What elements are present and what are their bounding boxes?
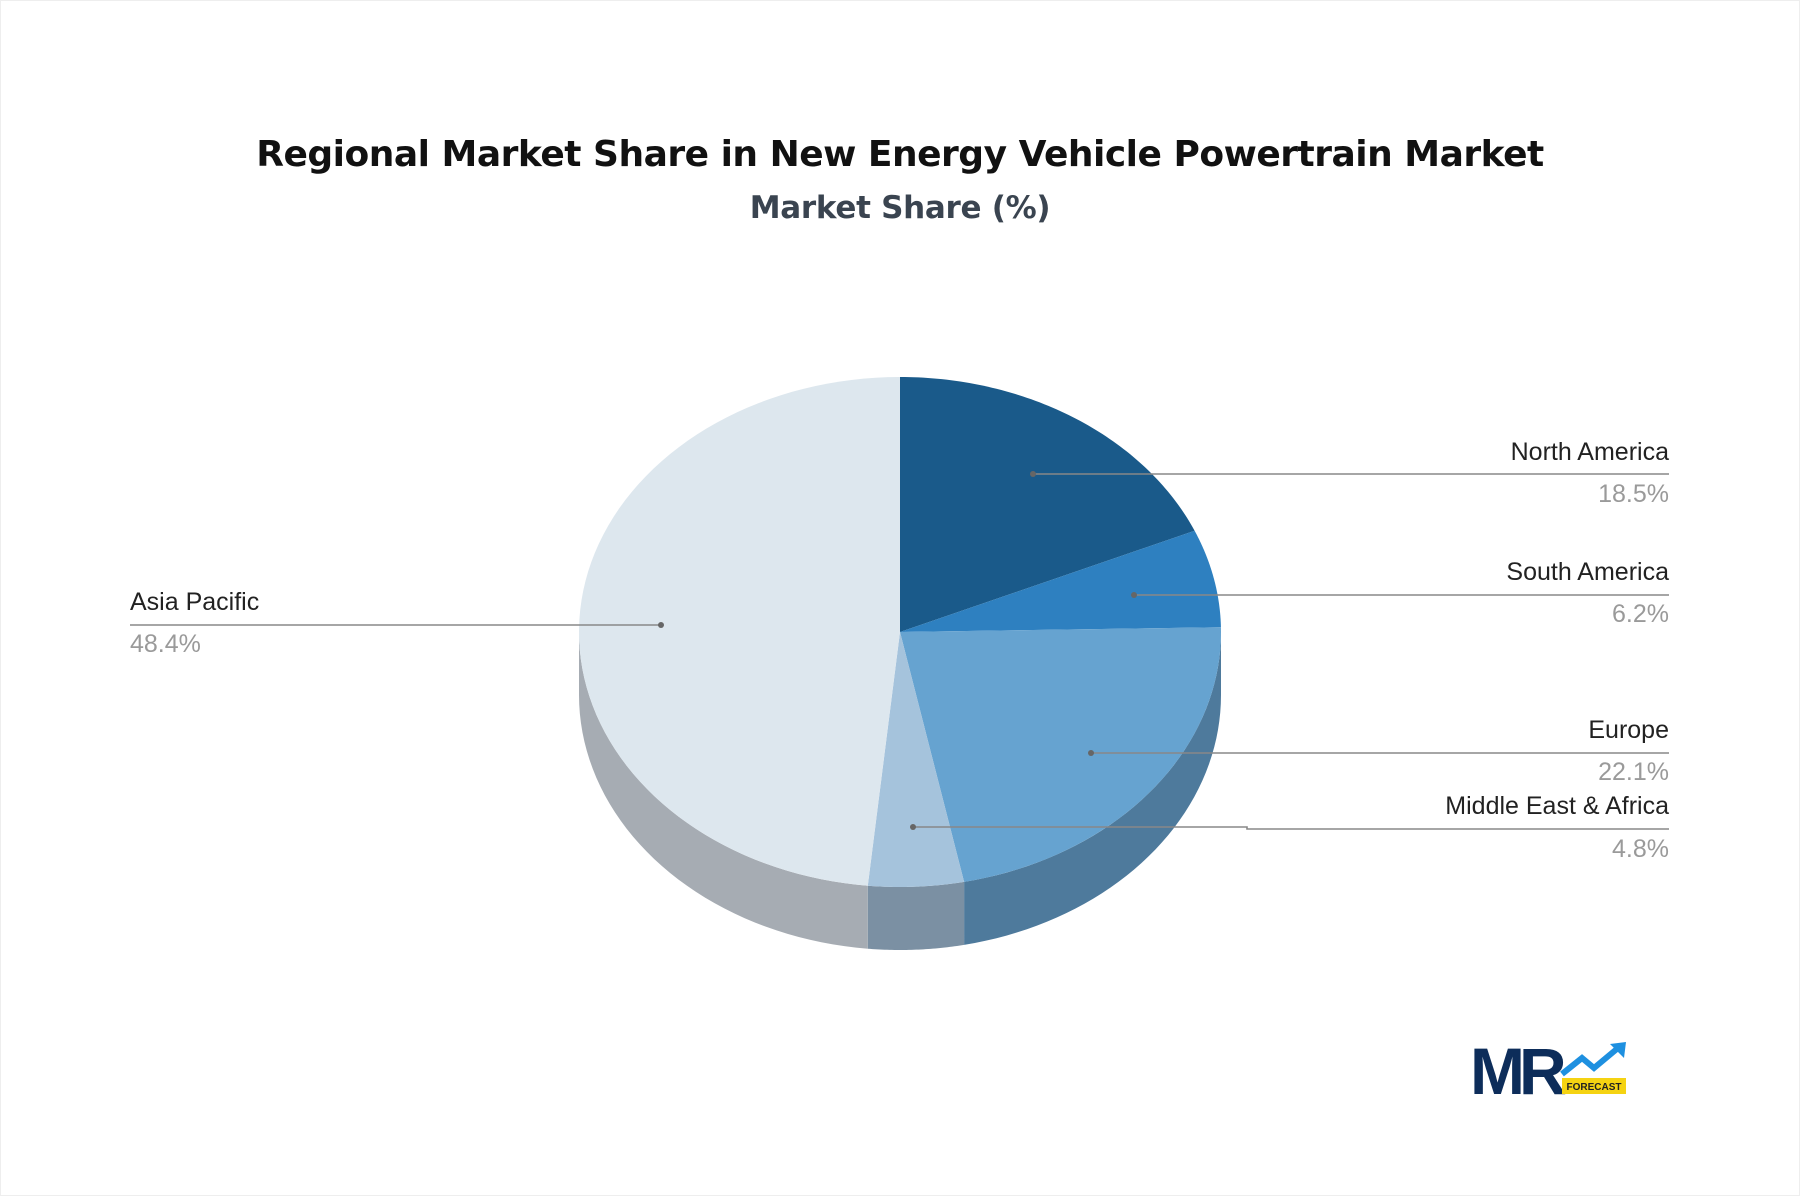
- leader-dot-4: [658, 622, 664, 628]
- leader-dot-3: [910, 824, 916, 830]
- pie-side-4: [579, 632, 868, 949]
- chart-title: Regional Market Share in New Energy Vehi…: [256, 134, 1544, 175]
- pie-slice-south-america[interactable]: [900, 530, 1221, 632]
- value-asia-pacific: 48.4%: [130, 630, 201, 658]
- svg-text:MR: MR: [1470, 1040, 1566, 1100]
- value-middle-east-africa: 4.8%: [1612, 835, 1669, 863]
- leader-dot-2: [1088, 750, 1094, 756]
- leader-dot-0: [1030, 471, 1036, 477]
- pie-slice-europe[interactable]: [900, 627, 1221, 882]
- logo-graphic: MR FORECAST: [1470, 1040, 1626, 1100]
- chart-subtitle: Market Share (%): [749, 190, 1051, 226]
- label-middle-east-africa: Middle East & Africa: [1445, 792, 1669, 820]
- value-north-america: 18.5%: [1598, 480, 1669, 508]
- label-asia-pacific: Asia Pacific: [130, 588, 260, 616]
- label-north-america: North America: [1510, 438, 1669, 466]
- label-south-america: South America: [1506, 558, 1669, 586]
- leader-line-3: [913, 826, 1669, 830]
- leader-dot-1: [1131, 592, 1137, 598]
- pie-slice-north-america[interactable]: [900, 377, 1195, 632]
- value-europe: 22.1%: [1598, 758, 1669, 786]
- pie-slice-middle-east-africa[interactable]: [867, 632, 965, 887]
- mr-forecast-logo: MR FORECAST: [1470, 1040, 1630, 1100]
- pie-side-3: [867, 881, 965, 950]
- pie-slice-asia-pacific[interactable]: [579, 377, 900, 886]
- value-south-america: 6.2%: [1612, 600, 1669, 628]
- pie-side-2: [964, 632, 1221, 945]
- label-europe: Europe: [1588, 716, 1669, 744]
- svg-text:FORECAST: FORECAST: [1567, 1082, 1622, 1093]
